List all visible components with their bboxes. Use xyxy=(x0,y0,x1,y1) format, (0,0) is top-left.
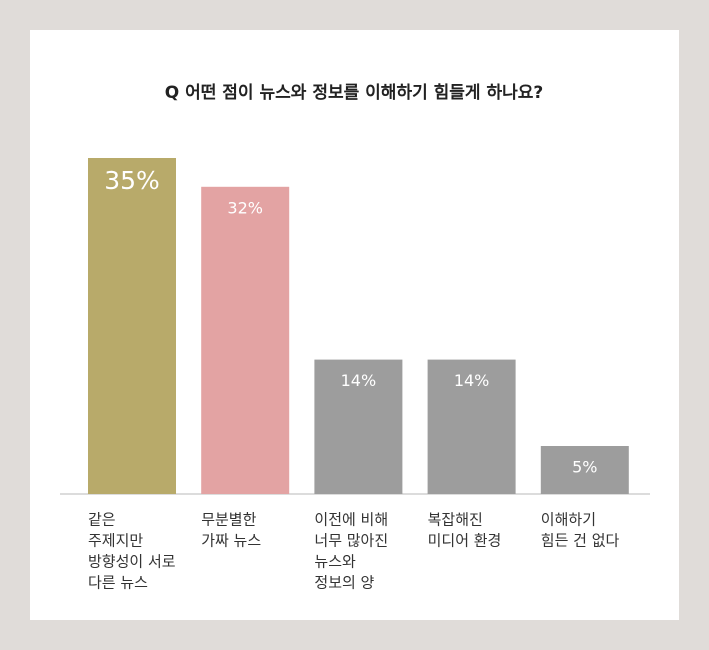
value-label: 14% xyxy=(454,371,490,390)
bar xyxy=(314,359,403,494)
category-label: 정보의 양 xyxy=(314,574,374,592)
category-label: 미디어 환경 xyxy=(428,532,502,550)
bar xyxy=(201,186,290,495)
value-label: 5% xyxy=(572,458,597,477)
category-label: 무분별한 xyxy=(201,511,256,529)
category-label: 다른 뉴스 xyxy=(88,574,148,592)
category-label: 가짜 뉴스 xyxy=(201,532,261,550)
bar xyxy=(540,446,629,494)
value-label: 32% xyxy=(227,198,263,217)
chart-title: Q 어떤 점이 뉴스와 정보를 이해하기 힘들게 하나요? xyxy=(165,82,544,103)
category-label: 같은 xyxy=(88,511,116,529)
category-label: 이전에 비해 xyxy=(314,511,388,529)
value-label: 14% xyxy=(341,371,377,390)
category-label: 너무 많아진 xyxy=(314,532,388,550)
category-label: 방향성이 서로 xyxy=(88,553,176,571)
category-label: 복잡해진 xyxy=(428,511,483,529)
value-label: 35% xyxy=(104,166,160,195)
bar xyxy=(88,158,176,494)
category-label: 이해하기 xyxy=(541,511,596,529)
category-label: 힘든 건 없다 xyxy=(541,532,620,550)
bar xyxy=(427,359,516,494)
category-label: 뉴스와 xyxy=(314,553,356,571)
category-label: 주제지만 xyxy=(88,532,143,550)
